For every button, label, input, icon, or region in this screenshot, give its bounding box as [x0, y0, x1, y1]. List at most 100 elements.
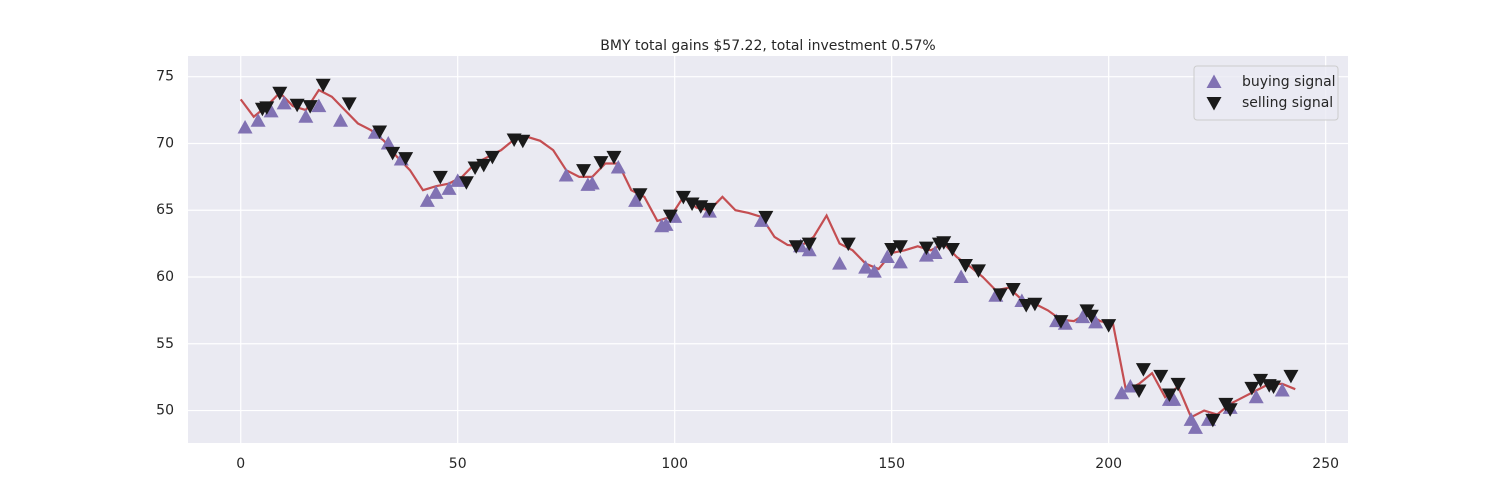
buy-marker [250, 113, 266, 127]
price-line [239, 88, 1296, 419]
buy-marker [428, 185, 444, 199]
buy-marker [333, 113, 349, 127]
y-tick-label: 65 [156, 202, 174, 218]
sell-marker [484, 150, 500, 165]
sell-marker [576, 164, 592, 178]
sell-marker [289, 98, 305, 113]
y-tick-label: 55 [156, 336, 174, 352]
legend-label: selling signal [1242, 95, 1333, 111]
buy-marker [263, 103, 279, 118]
sell-marker [341, 97, 357, 111]
buy-marker [658, 217, 674, 231]
buy-marker [276, 95, 292, 110]
sell-marker [801, 237, 817, 252]
sell-marker [315, 78, 331, 93]
sell-marker [884, 242, 900, 257]
x-tick-label: 250 [1312, 456, 1339, 472]
buy-marker [237, 119, 253, 134]
sell-marker [675, 190, 691, 205]
x-tick-label: 0 [236, 456, 245, 472]
buy-marker [753, 213, 769, 227]
sell-marker [840, 237, 856, 252]
sell-marker [662, 209, 678, 224]
buy-marker [866, 264, 882, 278]
buy-marker [419, 193, 435, 207]
sell-marker [432, 170, 448, 185]
buy-marker [441, 181, 457, 195]
buy-marker [832, 256, 848, 270]
buy-marker [1248, 389, 1264, 404]
buy-marker [1075, 309, 1091, 324]
sell-marker [944, 242, 960, 257]
sell-marker [515, 134, 531, 149]
buy-marker [879, 249, 895, 263]
sell-marker [918, 241, 934, 256]
sell-marker [957, 258, 973, 273]
legend-marker [1206, 97, 1222, 111]
buy-marker [628, 193, 644, 207]
x-tick-label: 100 [661, 456, 688, 472]
y-tick-label: 70 [156, 135, 174, 151]
sell-marker [1083, 309, 1099, 324]
x-tick-label: 50 [449, 456, 467, 472]
x-tick-label: 200 [1095, 456, 1122, 472]
buy-marker [380, 135, 396, 150]
sell-marker [1101, 319, 1117, 333]
y-tick-label: 50 [156, 403, 174, 419]
buy-marker [1088, 314, 1104, 329]
sell-marker [1266, 380, 1282, 395]
sell-marker [1170, 377, 1186, 392]
legend: buying signal selling signal [1193, 65, 1339, 121]
buy-marker [1114, 385, 1130, 400]
sell-marker [476, 158, 492, 173]
legend-label: buying signal [1242, 74, 1336, 90]
buy-marker [1274, 383, 1290, 397]
sell-marker [758, 210, 774, 225]
sell-marker [1005, 283, 1021, 297]
sell-marker [1244, 381, 1260, 396]
sell-marker [259, 101, 275, 115]
y-tick-label: 75 [156, 69, 174, 85]
buy-marker [311, 98, 327, 113]
sell-marker [467, 161, 483, 176]
sell-marker [1027, 297, 1043, 312]
sell-marker [632, 188, 648, 202]
sell-marker [1018, 299, 1034, 313]
sell-marker [606, 150, 622, 165]
buy-marker [450, 173, 466, 187]
sell-marker [1205, 413, 1221, 428]
buy-marker [927, 245, 943, 259]
legend-box [1193, 65, 1339, 121]
plot-background [188, 56, 1348, 443]
buy-marker [1166, 392, 1182, 406]
buy-marker [584, 176, 600, 190]
sell-marker [992, 288, 1008, 302]
sell-marker [1222, 403, 1238, 417]
sell-marker [892, 240, 908, 254]
sell-marker [1253, 373, 1269, 388]
buy-marker [858, 260, 874, 274]
sell-marker [1131, 384, 1147, 399]
buy-marker [1187, 420, 1203, 434]
buy-marker [892, 254, 908, 269]
y-tick-label: 60 [156, 269, 174, 285]
sell-marker [1283, 369, 1299, 384]
sell-marker [970, 264, 986, 278]
sell-marker [302, 100, 318, 114]
plot-area [237, 78, 1299, 434]
sell-marker [272, 86, 288, 101]
buy-marker [298, 109, 314, 123]
sell-marker [398, 152, 414, 166]
sell-marker [788, 240, 804, 254]
sell-marker [372, 125, 388, 139]
buy-marker [953, 269, 969, 284]
sell-marker [458, 176, 474, 190]
sell-marker [1153, 369, 1169, 384]
legend-marker [1206, 74, 1222, 88]
sell-marker [1135, 363, 1151, 377]
buy-marker [558, 168, 574, 182]
sell-marker [936, 236, 952, 250]
sell-marker [701, 202, 717, 217]
buy-marker [610, 160, 626, 174]
